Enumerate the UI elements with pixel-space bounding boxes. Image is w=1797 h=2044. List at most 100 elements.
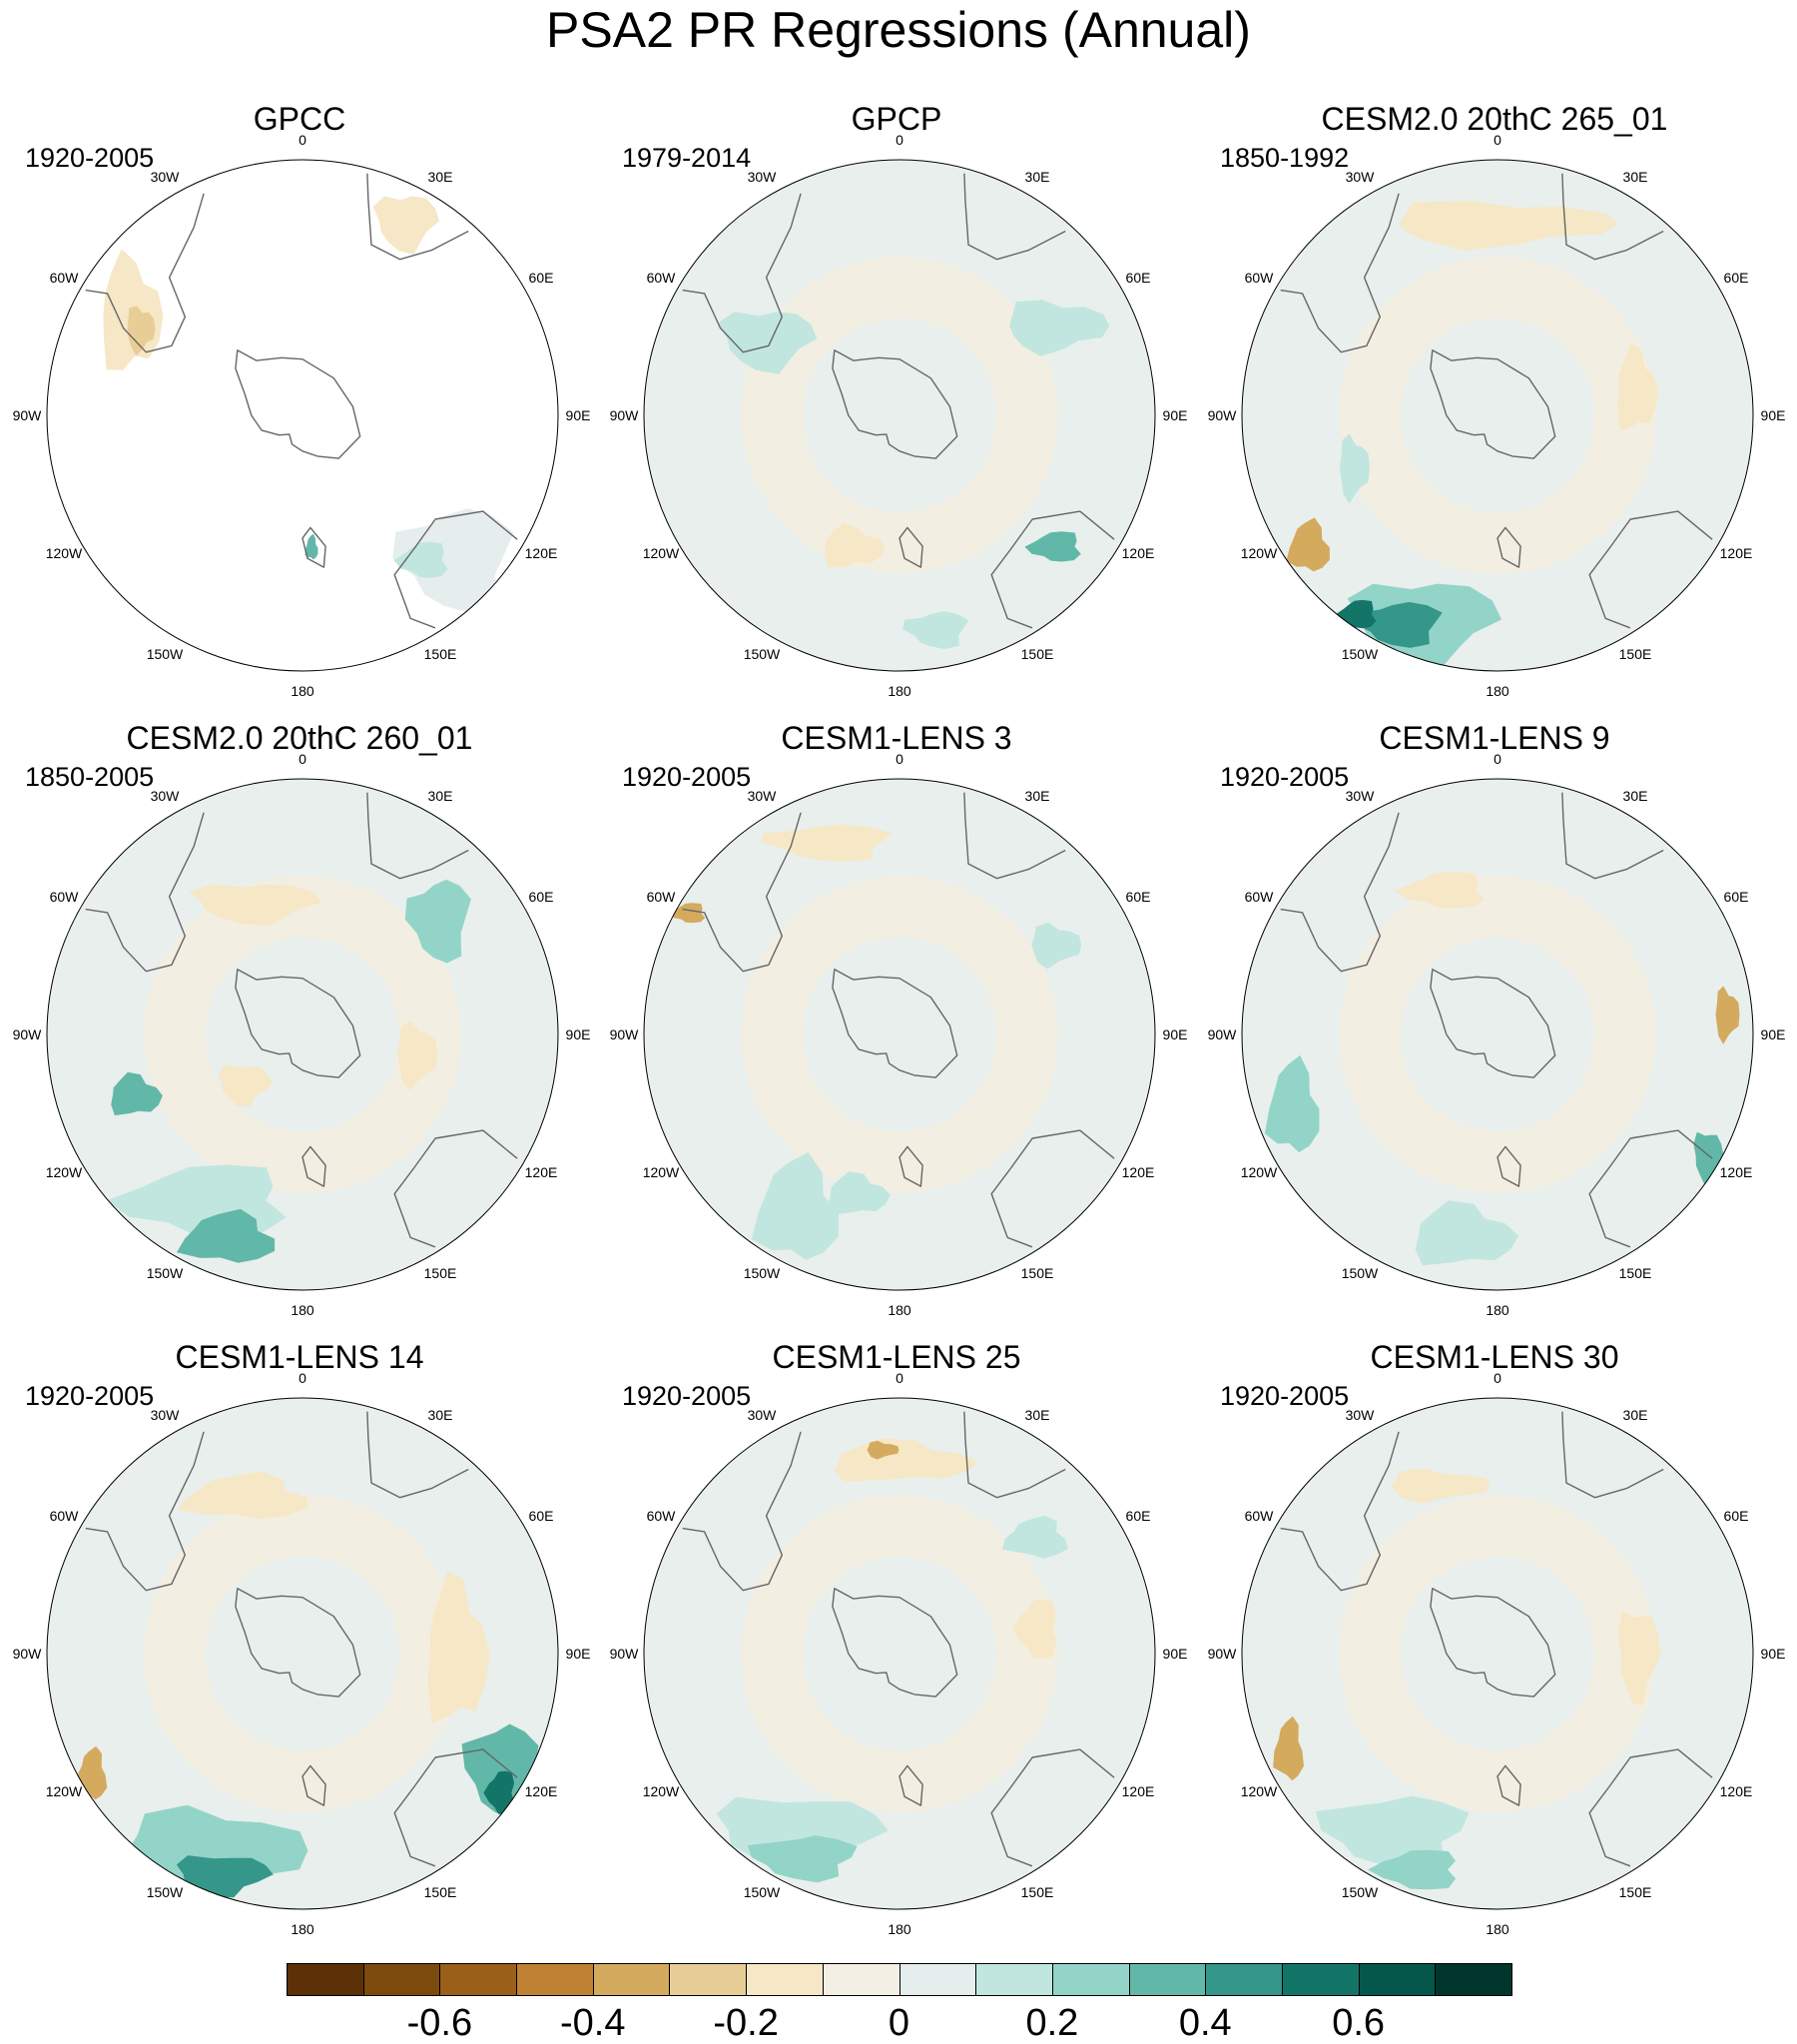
map-panel: CESM1-LENS 30 0 30E 60E 90E 120E 150E 180 150W 12… [1195,1338,1794,1957]
anomaly-area [825,523,886,568]
longitude-label: 30E [1025,169,1050,185]
longitude-label: 120E [1122,1783,1155,1799]
map-frame [643,159,1156,672]
longitude-label: 90E [566,1646,591,1662]
anomaly-ring [802,937,997,1132]
polar-stereographic-map: 0 30E 60E 90E 120E 150E 180 150W 120W 90W 60W 30W [1208,1370,1786,1937]
coastline [301,1764,326,1806]
anomaly-area [1715,986,1740,1044]
map-panel: CESM2.0 20thC 260_01 0 30E 60E 90E 120E 150E 18… [0,719,599,1338]
longitude-label: 90E [566,1026,591,1042]
anomaly-ring [802,318,997,513]
coastline [898,1764,923,1806]
colorbar-tick-label: 0.2 [1025,2002,1079,2044]
map-panel: GPCC 0 30E 60E 90E 120E 150E 180 150W 120W 90W 60W 3… [0,100,599,719]
polar-stereographic-map: 0 30E 60E 90E 120E 150E 180 150W 120W 90W 60W 30W [610,132,1188,699]
longitude-label: 120W [643,545,680,561]
colorbar [287,1963,1512,1996]
colorbar-swatch [362,1963,441,1996]
colorbar-swatch [746,1963,824,1996]
anomaly-area [669,903,706,924]
colorbar-tick-label: -0.4 [560,2002,626,2044]
land-anomaly-area [372,196,439,255]
longitude-label: 0 [299,132,306,148]
anomaly-area [1395,872,1486,909]
colorbar-tick-label: 0.6 [1332,2002,1386,2044]
longitude-label: 60E [1724,270,1749,286]
longitude-label: 120E [1122,1164,1155,1180]
coastline [393,1129,518,1248]
coastline [301,1145,326,1187]
panel-period: 1920-2005 [622,1381,752,1411]
coastline [963,1411,1066,1499]
longitude-label: 60E [1126,1508,1151,1524]
coastline [990,510,1115,629]
map-frame [643,778,1156,1291]
longitude-label: 150E [1021,1884,1054,1900]
anomaly-area [1693,1131,1724,1185]
colorbar-swatch [1128,1963,1207,1996]
coastline [235,349,361,459]
longitude-label: 150E [1021,646,1054,662]
panel-title: CESM1-LENS 25 [772,1339,1021,1375]
coastline [235,1588,361,1698]
colorbar-swatch [516,1963,594,1996]
coastline [832,969,958,1078]
anomaly-area [177,1471,308,1519]
polar-stereographic-map: 0 30E 60E 90E 120E 150E 180 150W 120W 90W 60W 30W [1208,751,1786,1318]
panel-title: CESM1-LENS 14 [175,1339,424,1375]
longitude-label: 90W [610,1026,640,1042]
colorbar-swatch [669,1963,748,1996]
longitude-label: 60W [647,1508,677,1524]
map-frame [46,159,559,672]
longitude-label: 60E [1724,889,1749,905]
anomaly-area [1002,1515,1068,1559]
anomaly-area [1031,922,1082,970]
coastline [1561,173,1664,261]
panel-period: 1920-2005 [622,762,752,792]
anomaly-area [176,1855,274,1898]
anomaly-area [218,1064,273,1107]
anomaly-ring [205,1556,400,1751]
panel-title: GPCP [851,101,942,137]
map-panel: CESM2.0 20thC 265_01 0 30E 60E 90E 120E 150E 18… [1195,100,1794,719]
figure-title: PSA2 PR Regressions (Annual) [546,2,1251,58]
anomaly-area [747,1835,858,1883]
panel-period: 1850-2005 [25,762,155,792]
longitude-label: 60E [529,1508,554,1524]
longitude-label: 90W [13,1646,43,1662]
longitude-label: 0 [1494,751,1501,767]
coastline [1430,1588,1556,1698]
anomaly-area [176,1208,276,1263]
land-anomaly-area [127,306,156,356]
anomaly-ring [1400,937,1595,1132]
coastline [963,173,1066,261]
coastline [898,526,923,568]
coastline [1588,1748,1713,1867]
longitude-label: 90E [1761,407,1786,423]
coastline [301,526,326,568]
longitude-label: 60E [1126,270,1151,286]
longitude-label: 150W [147,1884,184,1900]
longitude-label: 180 [291,1302,314,1318]
colorbar-swatch [592,1963,671,1996]
longitude-label: 30E [1025,1407,1050,1423]
longitude-label: 150W [744,646,781,662]
longitude-label: 150E [1619,646,1652,662]
longitude-label: 0 [299,751,306,767]
anomaly-area [397,1020,438,1090]
longitude-label: 0 [896,751,903,767]
longitude-label: 120W [1241,1164,1278,1180]
longitude-label: 120E [525,1164,558,1180]
anomaly-area [1273,1715,1304,1781]
longitude-label: 90W [610,1646,640,1662]
longitude-label: 120E [1122,545,1155,561]
coastline [1430,969,1556,1078]
longitude-label: 60W [647,270,677,286]
coastline [1430,349,1556,459]
coastline [85,193,205,353]
longitude-label: 30W [1346,788,1376,804]
longitude-label: 60E [1126,889,1151,905]
anomaly-area [404,879,471,964]
longitude-label: 120E [1720,1783,1753,1799]
